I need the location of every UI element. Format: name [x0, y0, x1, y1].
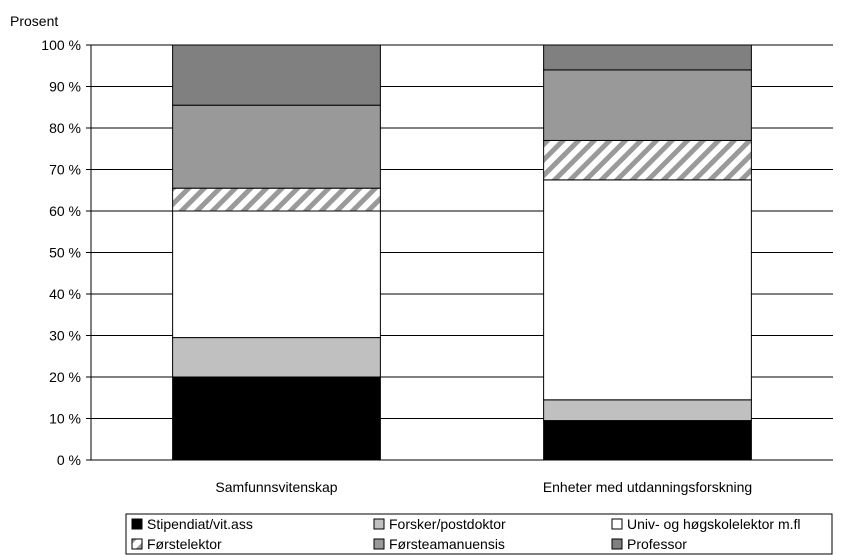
legend-label: Førsteamanuensis [389, 536, 505, 552]
bar-segment [172, 104, 381, 189]
legend-label: Univ- og høgskolelektor m.fl [627, 516, 801, 532]
legend-label: Forsker/postdoktor [389, 516, 506, 532]
bar-segment [172, 376, 381, 461]
legend-swatch [131, 538, 143, 550]
legend-box [125, 513, 833, 555]
bar-segment [543, 399, 752, 422]
y-tick-label: 30 % [49, 328, 81, 344]
y-tick-label: 80 % [49, 120, 81, 136]
bars [172, 44, 752, 461]
y-tick-label: 0 % [57, 452, 81, 468]
legend-label: Førstelektor [147, 536, 222, 552]
x-tick-label: Enheter med utdanningsforskning [543, 479, 752, 495]
legend-label: Stipendiat/vit.ass [147, 516, 253, 532]
legend-swatch [611, 518, 623, 530]
y-tick-label: 60 % [49, 203, 81, 219]
legend-swatch [373, 538, 385, 550]
y-tick-label: 10 % [49, 411, 81, 427]
y-tick-label: 50 % [49, 245, 81, 261]
y-tick-label: 40 % [49, 286, 81, 302]
legend-swatch [611, 538, 623, 550]
bar-segment [543, 44, 752, 71]
bar-segment [172, 187, 381, 212]
bar-segment [543, 139, 752, 181]
legend-swatch [131, 518, 143, 530]
y-axis-title: Prosent [10, 13, 58, 29]
axes [90, 45, 833, 461]
x-tick-labels: Samfunnsvitenskap Enheter med utdanningsf… [215, 479, 752, 495]
bar-segment [543, 420, 752, 461]
bar-segment [172, 210, 381, 339]
y-tick-label: 20 % [49, 369, 81, 385]
bar-segment [172, 337, 381, 378]
y-tick-label: 100 % [41, 37, 81, 53]
bar-segment [543, 69, 752, 141]
y-tick-label: 90 % [49, 79, 81, 95]
x-tick-label: Samfunnsvitenskap [215, 479, 337, 495]
legend-swatch [373, 518, 385, 530]
bar-segment [543, 179, 752, 401]
y-tick-labels: 0 % 10 % 20 % 30 % 40 % 50 % 60 % 70 % 80 % 90 % 1… [41, 37, 81, 468]
y-tick-label: 70 % [49, 162, 81, 178]
bar-segment [172, 44, 381, 106]
legend: Stipendiat/vit.ass Forsker/postdoktor Univ… [125, 513, 833, 555]
legend-label: Professor [627, 536, 687, 552]
